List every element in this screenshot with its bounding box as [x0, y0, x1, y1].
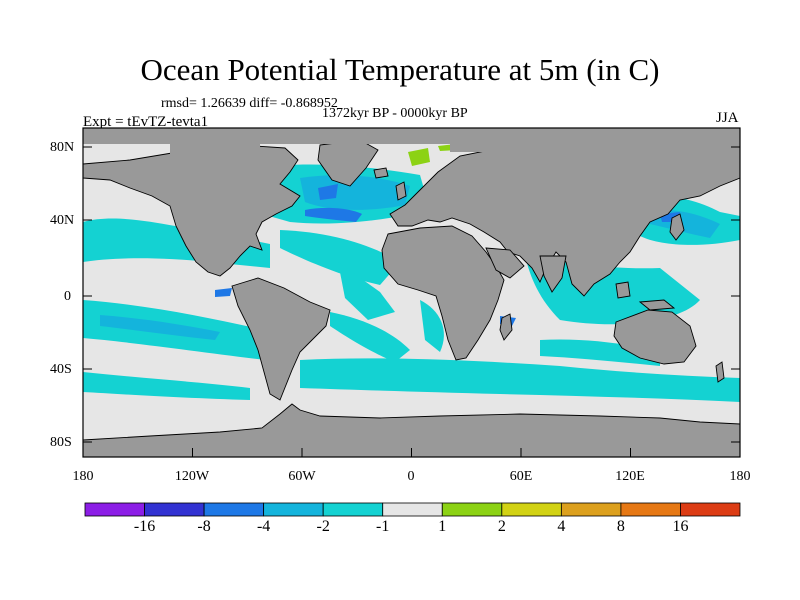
period-text: 1372kyr BP - 0000kyr BP — [322, 106, 468, 121]
colorbar-label: -8 — [197, 518, 211, 535]
lat-label-0: 0 — [64, 289, 71, 304]
lon-label-180w: 180 — [72, 469, 94, 484]
lat-label-80s: 80S — [50, 435, 72, 450]
north-america-land — [83, 144, 301, 277]
land-masses — [83, 137, 740, 457]
stats-text: rmsd= 1.26639 diff= -0.868952 — [161, 96, 338, 111]
new-zealand-land — [715, 361, 725, 383]
colorbar-swatch — [501, 502, 562, 517]
lat-label-40s: 40S — [50, 362, 72, 377]
colorbar-label: 16 — [672, 518, 689, 535]
colorbar-label: 1 — [438, 518, 447, 535]
colorbar-label: -1 — [376, 518, 390, 535]
colorbar-swatch — [441, 502, 503, 517]
madagascar-land — [499, 313, 513, 341]
antarctica-land — [83, 403, 740, 457]
lat-label-40n: 40N — [50, 213, 75, 228]
axis-ticks — [82, 146, 741, 457]
colorbar-swatch — [560, 502, 622, 517]
arabia-land — [485, 247, 525, 279]
colorbar-label: -2 — [316, 518, 330, 535]
chart-title: Ocean Potential Temperature at 5m (in C) — [140, 52, 660, 87]
africa-land — [381, 225, 505, 361]
colorbar-swatch — [84, 502, 145, 517]
colorbar-label: -4 — [256, 518, 271, 535]
colorbar-swatch — [263, 502, 324, 517]
lat-label-80n: 80N — [50, 140, 75, 155]
iceland-land — [373, 167, 389, 179]
lon-label-60e: 60E — [509, 469, 533, 484]
lon-label-120w: 120W — [174, 469, 210, 484]
colorbar-swatch — [322, 502, 384, 517]
colorbar-swatch — [203, 502, 265, 517]
britain-land — [395, 181, 407, 201]
lon-label-60w: 60W — [288, 469, 316, 484]
colorbar — [84, 502, 741, 517]
lon-label-0: 0 — [407, 469, 415, 484]
colorbar-swatch — [680, 502, 741, 517]
australia-land — [613, 309, 697, 365]
borneo-land — [615, 281, 631, 299]
colorbar-label: 4 — [557, 518, 566, 535]
lon-label-180e: 180 — [729, 469, 751, 484]
map-area — [83, 128, 740, 457]
colorbar-label: 2 — [497, 518, 506, 535]
season-label: JJA — [716, 110, 739, 126]
india-land — [539, 255, 567, 293]
south-america-land — [231, 277, 331, 401]
japan-land — [669, 213, 685, 241]
colorbar-swatch — [620, 502, 681, 517]
colorbar-swatch — [382, 502, 443, 517]
experiment-label: Expt = tEvTZ-tevta1 — [83, 114, 209, 130]
colorbar-swatch — [144, 502, 205, 517]
high-latitude-mask — [83, 128, 740, 156]
new-guinea-land — [638, 299, 676, 311]
colorbar-label: 8 — [616, 518, 625, 535]
lon-label-120e: 120E — [615, 469, 645, 484]
colorbar-label: -16 — [133, 518, 156, 535]
